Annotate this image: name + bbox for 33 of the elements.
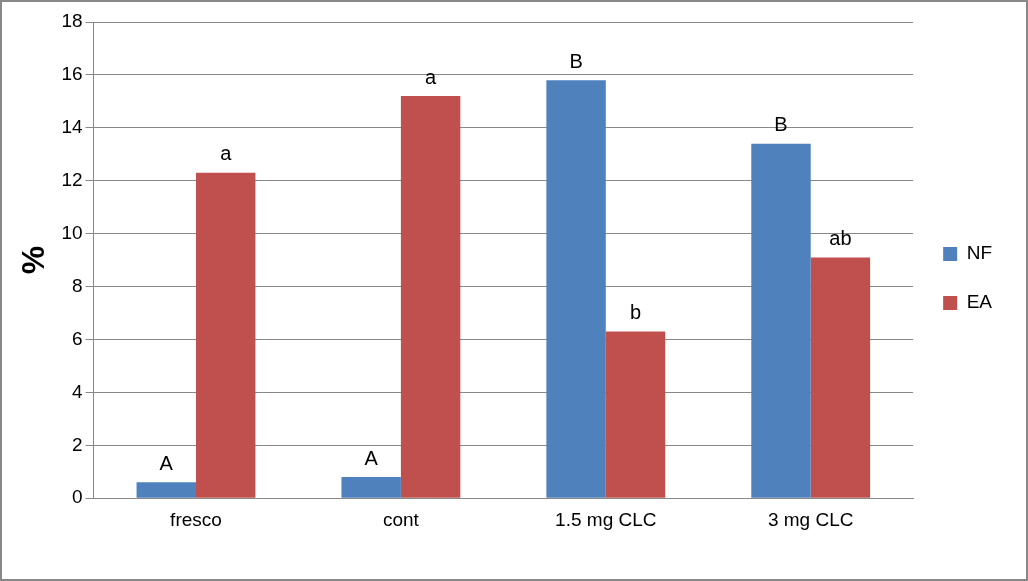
y-tick-label: 12 (61, 168, 83, 190)
bar (195, 172, 256, 498)
bar (605, 331, 666, 498)
y-tick-label: 8 (71, 274, 83, 296)
bar (341, 477, 401, 498)
x-tick-label: 1.5 mg CLC (555, 508, 657, 530)
annotation: B (569, 49, 583, 72)
y-tick-label: 6 (71, 327, 83, 349)
annotation: a (425, 65, 438, 88)
y-tick-label: 10 (61, 221, 83, 243)
bar (400, 96, 461, 498)
y-tick-label: 16 (61, 63, 83, 85)
legend-label: NF (966, 242, 992, 264)
annotation: B (774, 113, 788, 136)
y-tick-label: 4 (71, 380, 83, 402)
y-tick-label: 14 (61, 116, 83, 138)
bar (751, 143, 811, 498)
bar (136, 482, 196, 498)
annotation: ab (829, 226, 852, 249)
y-tick-label: 18 (61, 10, 83, 32)
x-tick-label: fresco (170, 508, 222, 530)
annotation: a (220, 142, 233, 165)
legend-label: EA (966, 291, 993, 313)
y-tick-label: 0 (71, 486, 83, 508)
y-tick-label: 2 (71, 433, 83, 455)
bar (810, 257, 871, 498)
annotation: A (364, 446, 379, 469)
x-tick-label: cont (382, 508, 420, 530)
bar (546, 80, 606, 498)
y-axis-title: % (15, 245, 52, 275)
annotation: A (159, 451, 174, 474)
x-tick-label: 3 mg CLC (767, 508, 854, 530)
annotation: b (629, 301, 642, 324)
